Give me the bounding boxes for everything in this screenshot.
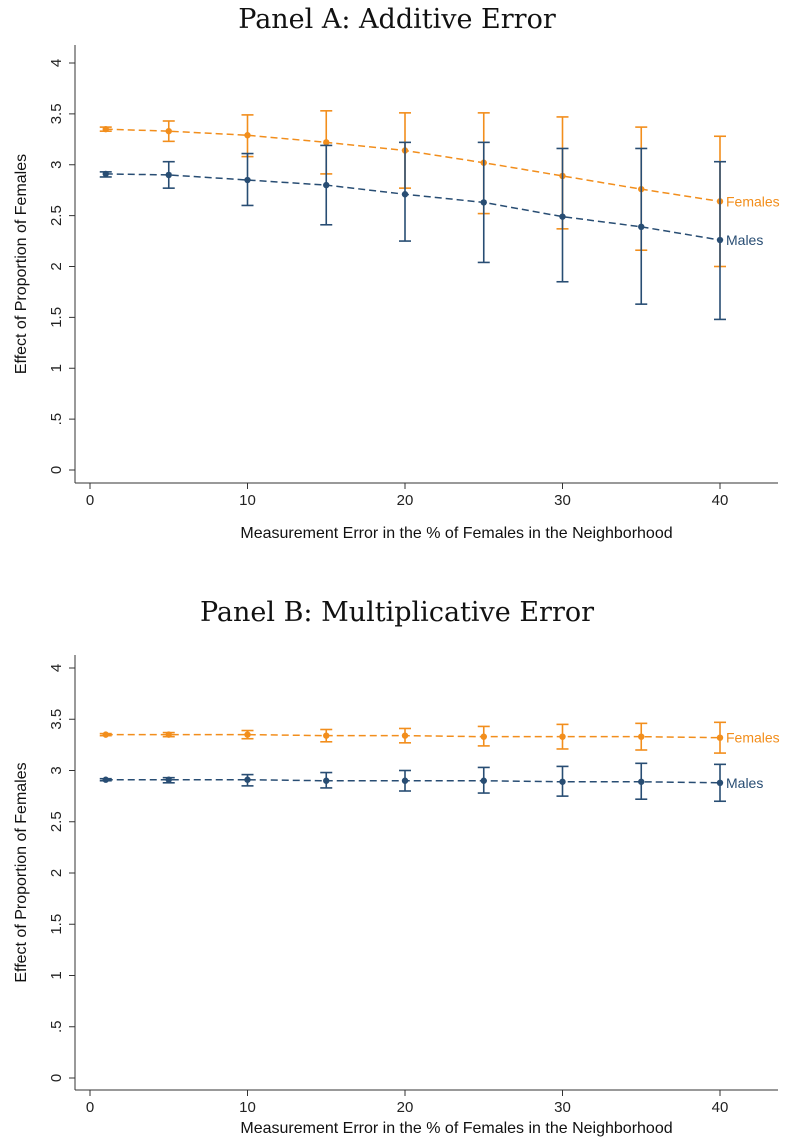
panel-a-females-point (244, 132, 251, 139)
panel-a-x-tick-label: 40 (712, 492, 729, 509)
panel-a-y-tick-label: .5 (48, 413, 65, 426)
panel-a-y-tick-label: 3.5 (48, 103, 65, 124)
panel-b-females-label: Females (726, 730, 780, 746)
panel-b-x-axis-title: Measurement Error in the % of Females in… (240, 1120, 672, 1137)
panel-b-y-tick-label: .5 (48, 1020, 65, 1033)
panel-b-females-point (323, 732, 330, 739)
panel-b-x-tick-label: 30 (554, 1099, 571, 1116)
panel-b-females-point (559, 733, 566, 740)
panel-b-x-tick-label: 40 (712, 1099, 729, 1116)
panel-a-x-tick-label: 20 (397, 492, 414, 509)
panel-a-males-point (559, 213, 566, 220)
panel-b-y-tick-label: 2.5 (48, 811, 65, 832)
panel-b-y-tick-label: 4 (48, 664, 65, 672)
panel-a-y-tick-label: 3 (48, 161, 65, 169)
panel-b-x-tick-label: 20 (397, 1099, 414, 1116)
panel-b-females-point (638, 733, 645, 740)
panel-b-males-point (559, 778, 566, 785)
panel-b-females-point (102, 731, 109, 738)
panel-a-x-tick-label: 30 (554, 492, 571, 509)
panel-b-males-point (102, 776, 109, 783)
panel-a-y-tick-label: 2 (48, 262, 65, 270)
panel-b-y-tick-label: 3 (48, 766, 65, 774)
panel-b-x-tick-label: 0 (86, 1099, 94, 1116)
panel-a-females-point (323, 139, 330, 146)
panel-b-y-axis-title: Effect of Proportion of Females (13, 762, 30, 982)
panel-a-females-point (165, 127, 172, 135)
panel-a-males-label: Males (726, 232, 763, 248)
panel-a-males-point (165, 171, 172, 179)
panel-b-y-tick-label: 1.5 (48, 914, 65, 935)
panel-b-y-tick-label: 3.5 (48, 709, 65, 730)
panel-b-males-point (323, 777, 330, 784)
panel-b-males-point (638, 778, 645, 785)
panel-b-males-point (716, 779, 724, 786)
panel-b-females-point (165, 731, 172, 738)
panel-a-males-point (102, 170, 109, 178)
panel-b-females-line (105, 733, 721, 739)
panel-b-females-point (716, 734, 724, 741)
panel-a-males-point (401, 191, 409, 198)
panel-b-males-point (165, 776, 172, 783)
panel-a-females-point (102, 125, 109, 133)
panel-a-y-tick-label: 2.5 (48, 205, 65, 226)
panel-a-x-tick-label: 10 (239, 492, 256, 509)
panel-b-males-point (244, 776, 251, 783)
panel-a-title: Panel A: Additive Error (238, 4, 556, 35)
panel-b-y-tick-label: 1 (48, 971, 65, 979)
panel-b-males-point (401, 777, 409, 784)
panel-a-x-axis-title: Measurement Error in the % of Females in… (240, 525, 672, 542)
panel-a-y-tick-label: 4 (48, 59, 65, 67)
panel-b-females-point (244, 731, 251, 738)
panel-b-title: Panel B: Multiplicative Error (199, 597, 595, 628)
panel-a-males-point (716, 236, 724, 244)
panel-a-y-tick-label: 0 (48, 466, 65, 474)
panel-b-x-tick-label: 10 (239, 1099, 256, 1116)
panel-a-y-axis-title: Effect of Proportion of Females (13, 154, 30, 374)
panel-a-males-point (323, 181, 330, 189)
panel-b-males-point (480, 777, 487, 784)
panel-b-males-line (105, 778, 721, 784)
panel-b-females-point (480, 733, 487, 740)
panel-a-y-tick-label: 1.5 (48, 307, 65, 328)
panel-a-males-point (480, 199, 487, 206)
panel-a-males-point (638, 223, 645, 231)
panel-b-y-tick-label: 0 (48, 1074, 65, 1082)
panel-a-males-point (244, 176, 251, 184)
panel-a-females-label: Females (726, 193, 780, 209)
panel-a-x-tick-label: 0 (86, 492, 94, 509)
panel-b-y-tick-label: 2 (48, 869, 65, 877)
panel-b-males-label: Males (726, 775, 763, 791)
panel-a-y-tick-label: 1 (48, 364, 65, 372)
panel-b-females-point (401, 732, 409, 739)
